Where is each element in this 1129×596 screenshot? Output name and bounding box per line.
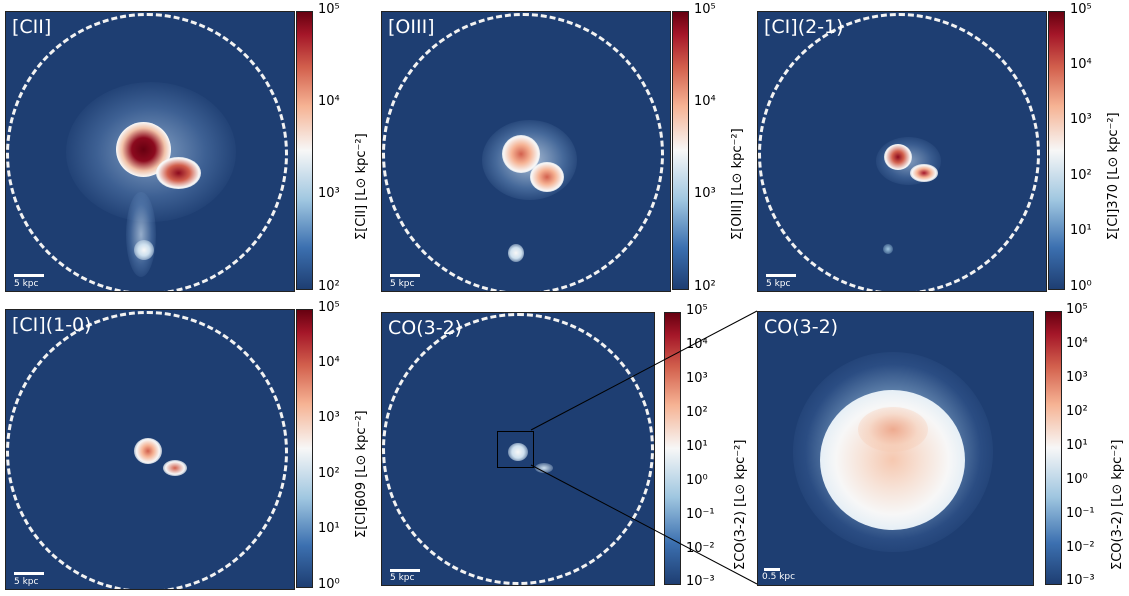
colorbar-tick-label: 10⁻³ (1066, 573, 1095, 588)
colorbar (296, 309, 313, 588)
colorbar-tick-label: 10³ (318, 186, 340, 201)
scale-bar-label: 5 kpc (14, 577, 39, 587)
colorbar-title: Σ[CI]609 [L⊙ kpc⁻²] (354, 410, 369, 538)
scale-bar-label: 5 kpc (14, 279, 39, 289)
colorbar-tick-label: 10² (1070, 168, 1092, 183)
scale-bar (14, 274, 44, 277)
map-panel-ci10: [CI](1-0) 5 kpc (5, 309, 295, 590)
colorbar-title: Σ[OIII] [L⊙ kpc⁻²] (730, 128, 745, 240)
colorbar-tick-label: 10³ (1066, 370, 1088, 385)
colorbar (296, 11, 313, 290)
colorbar-tick-label: 10⁵ (1066, 302, 1088, 317)
colorbar-tick-label: 10⁵ (1070, 2, 1092, 17)
colorbar-tick-label: 10⁵ (318, 300, 340, 315)
map-panel-co32: CO(3-2) 5 kpc (381, 312, 655, 586)
colorbar-tick-label: 10¹ (686, 439, 708, 454)
colorbar-title: ΣCO(3-2) [L⊙ kpc⁻²] (733, 439, 748, 570)
colorbar-tick-label: 10⁰ (1070, 279, 1092, 294)
panel-label: [CI](2-1) (764, 16, 844, 38)
colorbar-tick-label: 10² (1066, 404, 1088, 419)
scale-bar-label: 5 kpc (390, 573, 415, 583)
colorbar-tick-label: 10³ (694, 186, 716, 201)
map-panel-ci21: [CI](2-1) 5 kpc (757, 11, 1047, 292)
colorbar-tick-label: 10⁴ (686, 337, 708, 352)
colorbar-tick-label: 10¹ (1066, 438, 1088, 453)
emission-peak (858, 407, 928, 452)
colorbar-tick-label: 10⁻² (1066, 540, 1095, 555)
aperture-circle (382, 313, 654, 585)
aperture-circle (382, 13, 664, 291)
colorbar-tick-label: 10⁴ (1066, 336, 1088, 351)
scale-bar-label: 5 kpc (766, 279, 791, 289)
colorbar-tick-label: 10⁵ (686, 303, 708, 318)
colorbar-tick-label: 10⁻¹ (1066, 506, 1095, 521)
colorbar-tick-label: 10⁰ (1066, 472, 1088, 487)
aperture-circle (758, 13, 1040, 291)
colorbar-tick-label: 10² (694, 279, 716, 294)
colorbar-tick-label: 10³ (318, 410, 340, 425)
colorbar-tick-label: 10⁻¹ (686, 507, 715, 522)
colorbar (1048, 11, 1065, 290)
colorbar-title: ΣCO(3-2) [L⊙ kpc⁻²] (1110, 439, 1125, 570)
colorbar-tick-label: 10⁻² (686, 541, 715, 556)
colorbar (672, 11, 689, 290)
map-panel-oiii: [OIII] 5 kpc (381, 11, 671, 292)
colorbar-tick-label: 10⁰ (318, 577, 340, 592)
colorbar-tick-label: 10⁵ (318, 2, 340, 17)
map-panel-co32-zoom: CO(3-2) 0.5 kpc (757, 311, 1034, 586)
map-panel-cii: [CII] 5 kpc (5, 11, 295, 292)
scale-bar (390, 569, 420, 572)
colorbar-tick-label: 10² (318, 279, 340, 294)
colorbar-tick-label: 10³ (1070, 112, 1092, 127)
colorbar-tick-label: 10⁻³ (686, 574, 715, 589)
aperture-circle (6, 311, 288, 589)
colorbar-tick-label: 10¹ (318, 521, 340, 536)
scale-bar (764, 568, 780, 571)
scale-bar-label: 0.5 kpc (762, 572, 796, 582)
scale-bar (14, 572, 44, 575)
colorbar-title: Σ[CI]370 [L⊙ kpc⁻²] (1106, 112, 1121, 240)
colorbar-tick-label: 10⁰ (686, 473, 708, 488)
colorbar-tick-label: 10⁴ (694, 94, 716, 109)
colorbar-tick-label: 10⁴ (318, 94, 340, 109)
scale-bar (390, 274, 420, 277)
colorbar-tick-label: 10⁴ (318, 355, 340, 370)
colorbar (1045, 311, 1062, 585)
colorbar (664, 312, 681, 585)
scale-bar (766, 274, 796, 277)
panel-label: [CI](1-0) (12, 314, 92, 336)
panel-label: [OIII] (388, 16, 435, 38)
panel-label: CO(3-2) (764, 316, 839, 338)
colorbar-tick-label: 10⁴ (1070, 57, 1092, 72)
colorbar-tick-label: 10⁵ (694, 2, 716, 17)
panel-label: [CII] (12, 16, 52, 38)
scale-bar-label: 5 kpc (390, 279, 415, 289)
panel-label: CO(3-2) (388, 317, 463, 339)
colorbar-tick-label: 10³ (686, 371, 708, 386)
colorbar-tick-label: 10¹ (1070, 223, 1092, 238)
colorbar-title: Σ[CII] [L⊙ kpc⁻²] (354, 133, 369, 240)
colorbar-tick-label: 10² (686, 405, 708, 420)
aperture-circle (6, 13, 288, 291)
colorbar-tick-label: 10² (318, 466, 340, 481)
